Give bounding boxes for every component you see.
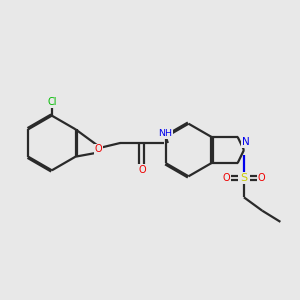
Text: Cl: Cl [47,97,57,107]
Text: O: O [223,173,230,183]
Text: NH: NH [158,129,172,138]
Text: O: O [95,144,102,154]
Text: N: N [242,137,250,147]
Text: O: O [258,173,265,183]
Text: S: S [240,173,247,183]
Text: O: O [138,165,146,175]
